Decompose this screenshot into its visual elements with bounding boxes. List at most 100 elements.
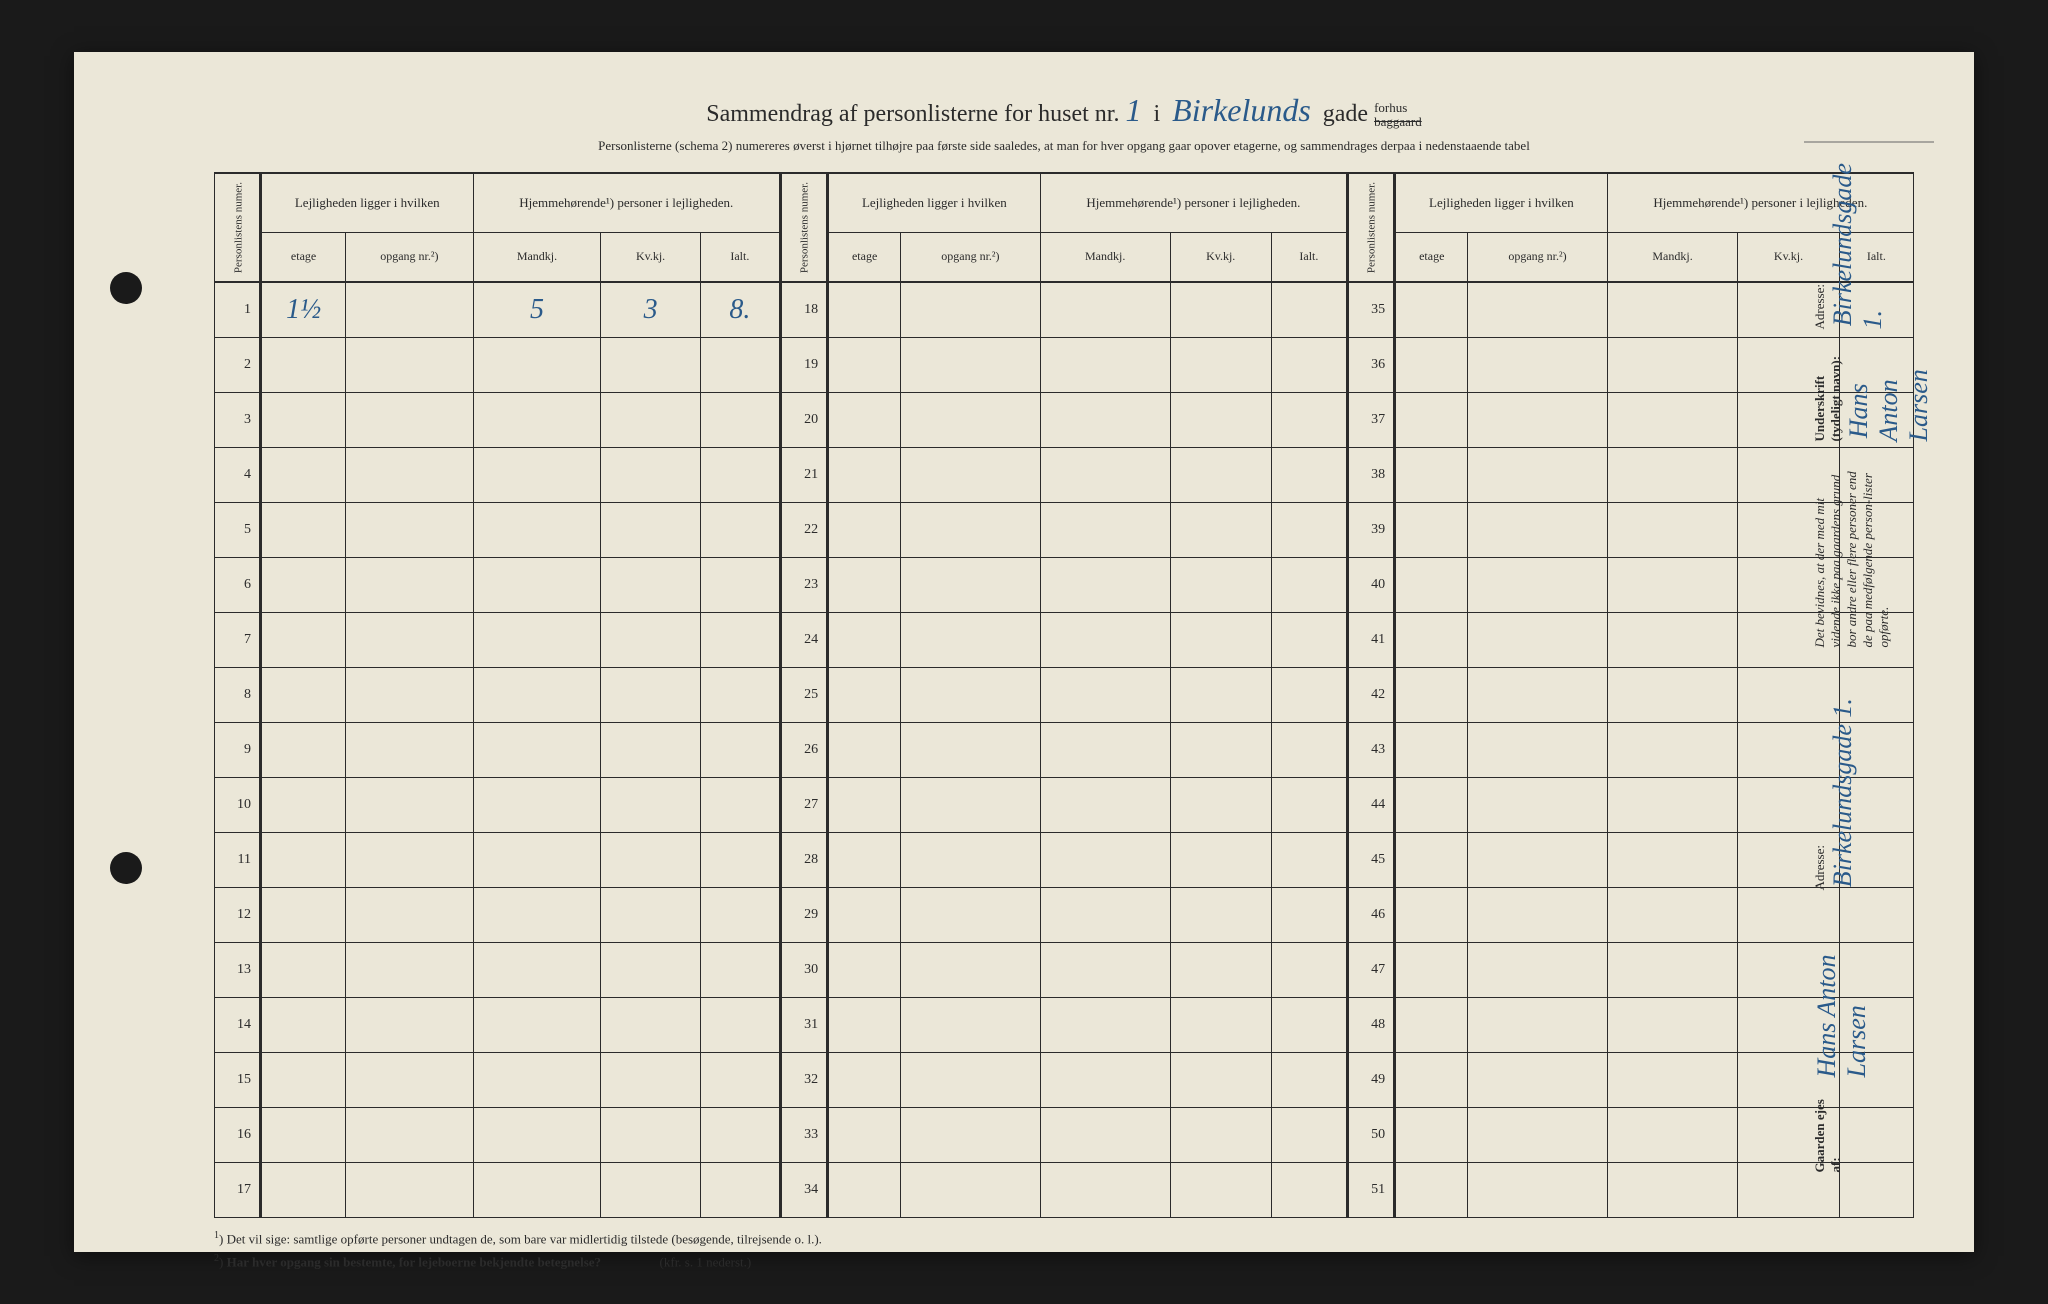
gaarden-label: Gaarden ejes af: xyxy=(1812,1099,1843,1172)
cell-mandkj xyxy=(473,1107,601,1162)
option-forhus: forhus xyxy=(1374,100,1407,115)
cell-empty xyxy=(1395,502,1468,557)
footnote-1: Det vil sige: samtlige opførte personer … xyxy=(227,1231,822,1246)
row-num: 9 xyxy=(215,722,261,777)
cell-empty xyxy=(1607,502,1738,557)
cell-empty xyxy=(828,1162,901,1217)
cell-kvkj xyxy=(601,502,700,557)
table-row: 11½538.1835 xyxy=(215,282,1914,338)
cell-empty xyxy=(1468,997,1607,1052)
cell-etage xyxy=(261,337,346,392)
cell-etage xyxy=(261,667,346,722)
form-header: Sammendrag af personlisterne for huset n… xyxy=(214,92,1914,130)
cell-kvkj xyxy=(601,337,700,392)
cell-empty xyxy=(1395,832,1468,887)
cell-empty xyxy=(1271,777,1348,832)
cell-kvkj xyxy=(601,1162,700,1217)
cell-mandkj xyxy=(473,1052,601,1107)
owner-adresse-value: Birkelundsgade 1. xyxy=(1828,697,1857,886)
cell-mandkj xyxy=(473,887,601,942)
cell-empty xyxy=(901,1107,1040,1162)
cell-empty xyxy=(1468,777,1607,832)
cell-etage xyxy=(261,1107,346,1162)
census-form-page: Sammendrag af personlisterne for huset n… xyxy=(74,52,1974,1252)
subcol-mandkj: Mandkj. xyxy=(1607,232,1738,282)
cell-kvkj xyxy=(601,1052,700,1107)
cell-ialt xyxy=(700,392,780,447)
underskrift-label: Underskrift (tydeligt navn): xyxy=(1812,356,1843,442)
cell-empty xyxy=(1395,942,1468,997)
cell-empty xyxy=(1607,1162,1738,1217)
cell-empty xyxy=(828,832,901,887)
cell-opgang xyxy=(346,337,473,392)
cell-empty xyxy=(1395,997,1468,1052)
cell-empty xyxy=(1040,667,1170,722)
col-hjemmehorende: Hjemmehørende¹) personer i lejligheden. xyxy=(473,173,781,232)
cell-empty xyxy=(1395,777,1468,832)
row-num: 47 xyxy=(1348,942,1395,997)
cell-empty xyxy=(901,1162,1040,1217)
cell-empty xyxy=(1607,887,1738,942)
cell-ialt xyxy=(700,667,780,722)
cell-empty xyxy=(901,887,1040,942)
cell-kvkj xyxy=(601,612,700,667)
cell-empty xyxy=(1271,282,1348,338)
cell-empty xyxy=(1395,722,1468,777)
cell-empty xyxy=(1607,282,1738,338)
cell-mandkj xyxy=(473,997,601,1052)
col-hjemmehorende: Hjemmehørende¹) personer i lejligheden. xyxy=(1040,173,1348,232)
form-subheader: Personlisterne (schema 2) numereres øver… xyxy=(214,138,1914,154)
cell-empty xyxy=(901,557,1040,612)
cell-empty xyxy=(901,832,1040,887)
row-num: 14 xyxy=(215,997,261,1052)
cell-empty xyxy=(1607,337,1738,392)
table-row: 92643 xyxy=(215,722,1914,777)
cell-empty xyxy=(1170,667,1271,722)
attestation-text: Det bevidnes, at der med mit vidende ikk… xyxy=(1812,459,1926,647)
col-lejlighed: Lejligheden ligger i hvilken xyxy=(261,173,474,232)
row-num: 20 xyxy=(781,392,828,447)
cell-etage xyxy=(261,502,346,557)
table-row: 173451 xyxy=(215,1162,1914,1217)
cell-mandkj xyxy=(473,1162,601,1217)
cell-empty xyxy=(1468,337,1607,392)
cell-etage xyxy=(261,447,346,502)
cell-empty xyxy=(1271,612,1348,667)
cell-ialt xyxy=(700,447,780,502)
cell-empty xyxy=(1607,777,1738,832)
row-num: 42 xyxy=(1348,667,1395,722)
cell-kvkj xyxy=(601,722,700,777)
table-row: 42138 xyxy=(215,447,1914,502)
subcol-kvkj: Kv.kj. xyxy=(601,232,700,282)
cell-empty xyxy=(901,997,1040,1052)
row-num: 22 xyxy=(781,502,828,557)
footnote-2-ref: (kfr. s. 1 nederst.) xyxy=(660,1255,752,1270)
cell-empty xyxy=(828,1107,901,1162)
cell-etage: 1½ xyxy=(261,282,346,338)
adresse-label: Adresse: xyxy=(1812,284,1827,330)
cell-empty xyxy=(1607,997,1738,1052)
cell-opgang xyxy=(346,942,473,997)
punch-hole xyxy=(110,852,142,884)
cell-empty xyxy=(828,392,901,447)
row-num: 35 xyxy=(1348,282,1395,338)
cell-empty xyxy=(1607,667,1738,722)
header-mid: i xyxy=(1153,101,1160,127)
table-row: 112845 xyxy=(215,832,1914,887)
row-num: 31 xyxy=(781,997,828,1052)
row-num: 37 xyxy=(1348,392,1395,447)
cell-mandkj: 5 xyxy=(473,282,601,338)
cell-empty xyxy=(1271,1162,1348,1217)
cell-empty xyxy=(901,1052,1040,1107)
cell-empty xyxy=(1395,392,1468,447)
cell-empty xyxy=(1170,1162,1271,1217)
header-prefix: Sammendrag af personlisterne for huset n… xyxy=(706,101,1119,127)
cell-ialt xyxy=(700,502,780,557)
cell-empty xyxy=(1468,502,1607,557)
cell-empty xyxy=(1607,557,1738,612)
cell-opgang xyxy=(346,447,473,502)
cell-mandkj xyxy=(473,337,601,392)
cell-empty xyxy=(1395,1107,1468,1162)
cell-empty xyxy=(1170,942,1271,997)
row-num: 1 xyxy=(215,282,261,338)
